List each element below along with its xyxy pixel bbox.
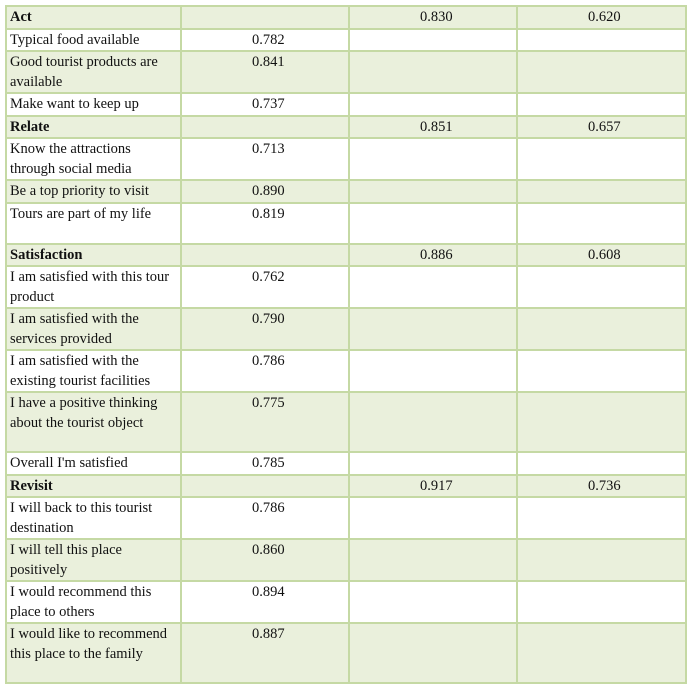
measurement-table: Act 0.830 0.620 Typical food available 0… [5, 5, 687, 684]
composite-reliability: 0.851 [348, 114, 518, 139]
empty-cell [180, 5, 350, 30]
empty-cell [516, 538, 687, 582]
item-label: I have a positive thinking about the tou… [5, 391, 182, 453]
item-label: I am satisfied with this tour product [5, 265, 182, 309]
item-label: I am satisfied with the services provide… [5, 307, 182, 351]
item-label: Overall I'm satisfied [5, 451, 182, 476]
item-label: I will back to this tourist destination [5, 496, 182, 540]
construct-row-revisit: Revisit 0.917 0.736 [5, 473, 687, 498]
empty-cell [516, 391, 687, 453]
item-loading: 0.713 [180, 137, 350, 181]
empty-cell [348, 201, 518, 245]
empty-cell [516, 307, 687, 351]
average-variance-extracted: 0.620 [516, 5, 687, 30]
empty-cell [348, 27, 518, 52]
empty-cell [516, 349, 687, 393]
item-loading: 0.790 [180, 307, 350, 351]
construct-row-relate: Relate 0.851 0.657 [5, 114, 687, 139]
empty-cell [348, 265, 518, 309]
item-label: Be a top priority to visit [5, 179, 182, 204]
table-row: Overall I'm satisfied 0.785 [5, 451, 687, 476]
composite-reliability: 0.917 [348, 473, 518, 498]
item-loading: 0.737 [180, 92, 350, 117]
construct-name: Satisfaction [5, 242, 182, 267]
empty-cell [180, 242, 350, 267]
item-loading: 0.819 [180, 201, 350, 245]
empty-cell [516, 496, 687, 540]
table-row: I am satisfied with this tour product 0.… [5, 265, 687, 309]
table-row: I have a positive thinking about the tou… [5, 391, 687, 453]
empty-cell [180, 114, 350, 139]
table-row: I will back to this tourist destination … [5, 496, 687, 540]
item-loading: 0.762 [180, 265, 350, 309]
table-row: Good tourist products are available 0.84… [5, 50, 687, 94]
table-row: I am satisfied with the services provide… [5, 307, 687, 351]
item-loading: 0.890 [180, 179, 350, 204]
empty-cell [516, 92, 687, 117]
average-variance-extracted: 0.657 [516, 114, 687, 139]
item-label: I will tell this place positively [5, 538, 182, 582]
empty-cell [516, 137, 687, 181]
empty-cell [348, 179, 518, 204]
table-row: Know the attractions through social medi… [5, 137, 687, 181]
empty-cell [348, 451, 518, 476]
table-row: Typical food available 0.782 [5, 27, 687, 52]
empty-cell [348, 307, 518, 351]
item-label: Typical food available [5, 27, 182, 52]
item-label: Make want to keep up [5, 92, 182, 117]
item-loading: 0.785 [180, 451, 350, 476]
empty-cell [516, 580, 687, 624]
empty-cell [180, 473, 350, 498]
table-row: I will tell this place positively 0.860 [5, 538, 687, 582]
composite-reliability: 0.886 [348, 242, 518, 267]
empty-cell [348, 391, 518, 453]
average-variance-extracted: 0.736 [516, 473, 687, 498]
empty-cell [348, 538, 518, 582]
item-loading: 0.841 [180, 50, 350, 94]
empty-cell [348, 92, 518, 117]
construct-name: Revisit [5, 473, 182, 498]
table-body: Act 0.830 0.620 Typical food available 0… [5, 5, 687, 684]
empty-cell [516, 201, 687, 245]
construct-name: Act [5, 5, 182, 30]
item-loading: 0.887 [180, 622, 350, 684]
item-label: Good tourist products are available [5, 50, 182, 94]
item-loading: 0.786 [180, 496, 350, 540]
item-loading: 0.782 [180, 27, 350, 52]
table-row: Tours are part of my life 0.819 [5, 201, 687, 245]
empty-cell [516, 265, 687, 309]
item-label: I am satisfied with the existing tourist… [5, 349, 182, 393]
empty-cell [516, 179, 687, 204]
item-loading: 0.894 [180, 580, 350, 624]
item-loading: 0.860 [180, 538, 350, 582]
empty-cell [348, 622, 518, 684]
item-loading: 0.775 [180, 391, 350, 453]
empty-cell [516, 622, 687, 684]
construct-name: Relate [5, 114, 182, 139]
empty-cell [516, 27, 687, 52]
table-row: I would recommend this place to others 0… [5, 580, 687, 624]
construct-row-act: Act 0.830 0.620 [5, 5, 687, 30]
item-label: I would recommend this place to others [5, 580, 182, 624]
empty-cell [516, 50, 687, 94]
empty-cell [348, 349, 518, 393]
table-row: I am satisfied with the existing tourist… [5, 349, 687, 393]
item-label: I would like to recommend this place to … [5, 622, 182, 684]
empty-cell [348, 137, 518, 181]
item-loading: 0.786 [180, 349, 350, 393]
empty-cell [516, 451, 687, 476]
empty-cell [348, 580, 518, 624]
table-row: I would like to recommend this place to … [5, 622, 687, 684]
composite-reliability: 0.830 [348, 5, 518, 30]
table-row: Be a top priority to visit 0.890 [5, 179, 687, 204]
item-label: Know the attractions through social medi… [5, 137, 182, 181]
table-row: Make want to keep up 0.737 [5, 92, 687, 117]
item-label: Tours are part of my life [5, 201, 182, 245]
empty-cell [348, 496, 518, 540]
empty-cell [348, 50, 518, 94]
average-variance-extracted: 0.608 [516, 242, 687, 267]
construct-row-satisfaction: Satisfaction 0.886 0.608 [5, 242, 687, 267]
